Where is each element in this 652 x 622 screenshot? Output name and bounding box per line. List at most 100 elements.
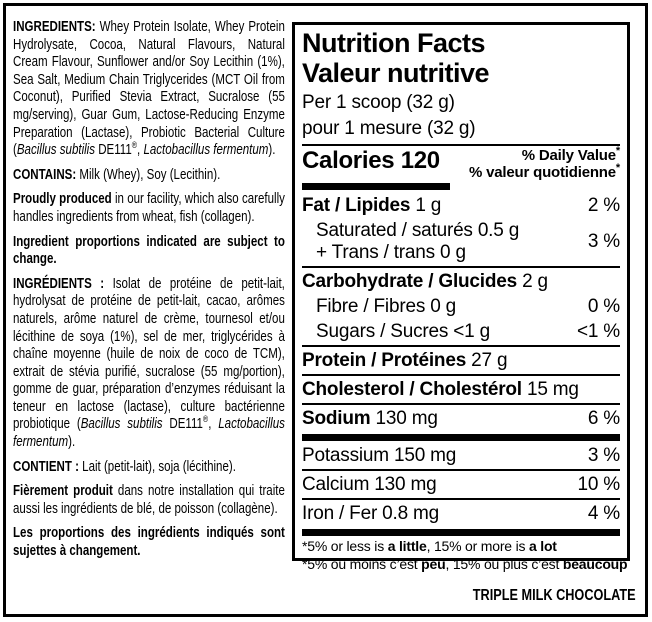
text-run: DE111 [162, 416, 203, 433]
nutrient-line: Sodium 130 mg [302, 408, 438, 430]
thin-divider [302, 469, 620, 471]
serving-size-en: Per 1 scoop (32 g) [302, 92, 455, 113]
thin-divider [302, 498, 620, 500]
paragraph-ingredients-en: INGREDIENTS: Whey Protein Isolate, Whey … [13, 19, 285, 160]
nutrient-label-fat: Fat / Lipides 1 g [302, 195, 441, 217]
daily-value-fat: 2 % [587, 194, 620, 216]
daily-value-sugars: <1 % [576, 320, 620, 342]
panel-title-fr: Valeur nutritive [302, 58, 490, 88]
thin-divider [302, 345, 620, 347]
nutrient-line: Cholesterol / Cholestérol 15 mg [302, 379, 579, 401]
text-run: peu [421, 555, 446, 572]
text-run: Calcium 130 mg [302, 473, 437, 495]
daily-value-iron: 4 % [587, 502, 620, 524]
thick-divider [302, 529, 620, 536]
nutrient-line: Sugars / Sucres <1 g [316, 321, 490, 343]
text-run: dans notre installation qui traite aussi… [13, 483, 285, 517]
nutrient-row-saturated-trans: Saturated / saturés 0.5 g + Trans / trans… [302, 218, 620, 265]
text-run: Iron / Fer 0.8 mg [302, 502, 440, 524]
nutrient-row-sugars: Sugars / Sucres <1 g <1 % [302, 319, 620, 344]
nutrient-line: Potassium 150 mg [302, 445, 456, 467]
text-run: Lactobacillus fermentum [13, 416, 285, 451]
calories-amount: 120 [400, 147, 440, 174]
text-run: , [137, 142, 144, 159]
panel-title-en: Nutrition Facts [302, 28, 486, 58]
nutrient-line: Saturated / saturés 0.5 g [316, 220, 519, 242]
nutrient-label-iron: Iron / Fer 0.8 mg [302, 503, 439, 525]
paragraph-facility-en: Proudly produced in our facility, which … [13, 191, 285, 226]
text-run: Sodium [302, 407, 371, 429]
daily-value-header-fr: % valeur quotidienne [469, 163, 616, 181]
label-outer-border: INGREDIENTS: Whey Protein Isolate, Whey … [3, 3, 648, 617]
text-run: *5% or less is [302, 538, 388, 554]
text-run: INGREDIENTS: [13, 19, 100, 35]
serving-divider [302, 144, 620, 146]
ingredients-column: INGREDIENTS: Whey Protein Isolate, Whey … [13, 19, 285, 568]
text-run: CONTAINS: [13, 166, 80, 183]
footnote-fr: *5% ou moins c’est peu, 15% ou plus c’es… [302, 555, 628, 574]
serving-size-fr: pour 1 mesure (32 g) [302, 118, 476, 139]
nutrient-label-sugars: Sugars / Sucres <1 g [302, 321, 490, 343]
daily-value-asterisk-fr: * [615, 161, 620, 174]
nutrient-row-sodium: Sodium 130 mg 6 % [302, 406, 620, 431]
text-run: Proudly produced [13, 191, 115, 208]
text-run: Milk (Whey), Soy (Lecithin). [79, 166, 221, 183]
text-run: DE111 [95, 142, 132, 159]
nutrient-label-carbohydrate: Carbohydrate / Glucides 2 g [302, 271, 548, 293]
text-run: Fibre / Fibres 0 g [316, 295, 457, 317]
nutrient-line: Iron / Fer 0.8 mg [302, 503, 439, 525]
nutrient-row-fibre: Fibre / Fibres 0 g 0 % [302, 294, 620, 319]
text-run: Les proportions des ingrédients indiqués… [13, 525, 285, 560]
text-run: Potassium 150 mg [302, 444, 457, 466]
text-run: Carbohydrate / Glucides [302, 270, 518, 292]
text-run: ® [131, 140, 138, 151]
text-run: Bacillus subtilis [16, 142, 96, 159]
text-run: , 15% or more is [426, 538, 529, 554]
nutrient-row-protein: Protein / Protéines 27 g [302, 348, 620, 373]
text-run: 2 g [517, 270, 548, 292]
daily-value-header: % Daily Value* % valeur quotidienne* [469, 146, 620, 181]
text-run: CONTIENT : [13, 458, 83, 475]
nutrient-line: Calcium 130 mg [302, 473, 437, 496]
nutrient-rows: Fat / Lipides 1 g 2 % Saturated / saturés … [302, 193, 620, 536]
daily-value-saturated-trans: 3 % [587, 230, 620, 252]
text-run: , 15% ou plus c’est [445, 555, 563, 572]
nutrient-label-calcium: Calcium 130 mg [302, 473, 437, 496]
paragraph-facility-fr: Fièrement produit dans notre installatio… [13, 483, 285, 518]
nutrient-row-carbohydrate: Carbohydrate / Glucides 2 g [302, 269, 620, 294]
nutrient-row-iron: Iron / Fer 0.8 mg 4 % [302, 501, 620, 526]
text-run: INGRÉDIENTS : [13, 275, 113, 292]
text-run: Whey Protein Isolate, Whey Protein Hydro… [13, 19, 285, 159]
nutrient-row-fat: Fat / Lipides 1 g 2 % [302, 193, 620, 218]
text-run: Lactobacillus fermentum [143, 142, 269, 159]
daily-value-sodium: 6 % [587, 407, 620, 429]
text-run: 27 g [466, 349, 508, 371]
footnote-en: *5% or less is a little, 15% or more is … [302, 538, 620, 556]
text-run: beaucoup [562, 555, 628, 572]
paragraph-proportions-fr: Les proportions des ingrédients indiqués… [13, 525, 285, 560]
daily-value-potassium: 3 % [587, 444, 620, 466]
text-run: Lait (petit-lait), soja (lécithine). [82, 458, 236, 475]
daily-value-fibre: 0 % [587, 295, 620, 317]
thin-divider [302, 374, 620, 376]
text-run: a little [387, 538, 427, 554]
text-run: Bacillus subtilis [80, 416, 163, 433]
thick-divider [302, 434, 620, 441]
nutrient-label-sodium: Sodium 130 mg [302, 408, 438, 430]
nutrient-row-calcium: Calcium 130 mg 10 % [302, 472, 620, 497]
text-run: Isolat de protéine de petit-lait, hydrol… [13, 275, 285, 433]
text-run: Cholesterol / Cholestérol [302, 378, 522, 400]
thin-divider [302, 403, 620, 405]
text-run: ® [202, 414, 209, 425]
nutrient-line: Protein / Protéines 27 g [302, 349, 508, 372]
nutrition-facts-panel: Nutrition Facts Valeur nutritive Per 1 s… [292, 22, 630, 572]
text-run: Ingredient proportions indicated are sub… [13, 233, 285, 268]
text-run: 15 mg [521, 378, 579, 400]
nutrient-label-fibre: Fibre / Fibres 0 g [302, 296, 456, 318]
nutrient-line: + Trans / trans 0 g [316, 242, 519, 264]
nutrient-row-cholesterol: Cholesterol / Cholestérol 15 mg [302, 377, 620, 402]
nutrient-row-potassium: Potassium 150 mg 3 % [302, 443, 620, 468]
text-run: Saturated / saturés 0.5 g [316, 219, 520, 241]
text-run: Fièrement produit [13, 483, 118, 500]
